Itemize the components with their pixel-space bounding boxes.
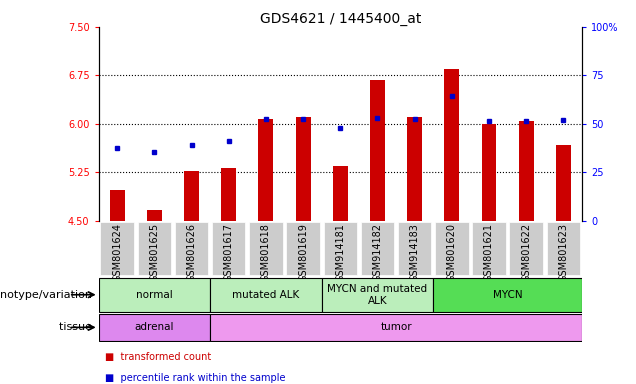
FancyBboxPatch shape [175,222,208,275]
Text: GSM801623: GSM801623 [558,223,569,282]
FancyBboxPatch shape [433,278,582,312]
Text: GSM801622: GSM801622 [521,223,531,282]
Text: GSM801624: GSM801624 [112,223,122,282]
Text: GSM801625: GSM801625 [149,223,160,282]
Bar [481,124,497,221]
Text: GSM914183: GSM914183 [410,223,420,282]
FancyBboxPatch shape [137,222,171,275]
Bar [333,166,348,221]
Bar [258,119,273,221]
Text: ■  percentile rank within the sample: ■ percentile rank within the sample [105,373,286,383]
Bar [519,121,534,221]
FancyBboxPatch shape [322,278,433,312]
Text: GSM801619: GSM801619 [298,223,308,282]
Bar [556,145,570,221]
FancyBboxPatch shape [473,222,506,275]
Bar [445,69,459,221]
Text: MYCN: MYCN [493,290,522,300]
Text: mutated ALK: mutated ALK [232,290,300,300]
Text: adrenal: adrenal [135,322,174,333]
FancyBboxPatch shape [249,222,282,275]
Title: GDS4621 / 1445400_at: GDS4621 / 1445400_at [259,12,421,26]
Text: GSM914181: GSM914181 [335,223,345,282]
FancyBboxPatch shape [100,222,134,275]
FancyBboxPatch shape [324,222,357,275]
Text: tumor: tumor [380,322,412,333]
Text: GSM801621: GSM801621 [484,223,494,282]
FancyBboxPatch shape [99,278,210,312]
Text: ■  transformed count: ■ transformed count [105,352,211,362]
FancyBboxPatch shape [361,222,394,275]
Bar [147,210,162,221]
Bar [221,168,236,221]
Bar [184,171,199,221]
Text: GSM801618: GSM801618 [261,223,271,282]
Text: GSM801617: GSM801617 [224,223,233,282]
Text: normal: normal [136,290,173,300]
Text: GSM914182: GSM914182 [373,223,382,282]
FancyBboxPatch shape [435,222,469,275]
FancyBboxPatch shape [546,222,580,275]
FancyBboxPatch shape [286,222,320,275]
FancyBboxPatch shape [398,222,431,275]
FancyBboxPatch shape [210,278,322,312]
Text: GSM801626: GSM801626 [186,223,197,282]
Bar [110,190,125,221]
Bar [296,117,310,221]
Text: MYCN and mutated
ALK: MYCN and mutated ALK [328,284,427,306]
FancyBboxPatch shape [210,314,582,341]
FancyBboxPatch shape [212,222,245,275]
Text: tissue: tissue [59,322,95,333]
FancyBboxPatch shape [509,222,543,275]
Bar [370,80,385,221]
FancyBboxPatch shape [99,314,210,341]
Text: GSM801620: GSM801620 [447,223,457,282]
Bar [407,117,422,221]
Text: genotype/variation: genotype/variation [0,290,95,300]
